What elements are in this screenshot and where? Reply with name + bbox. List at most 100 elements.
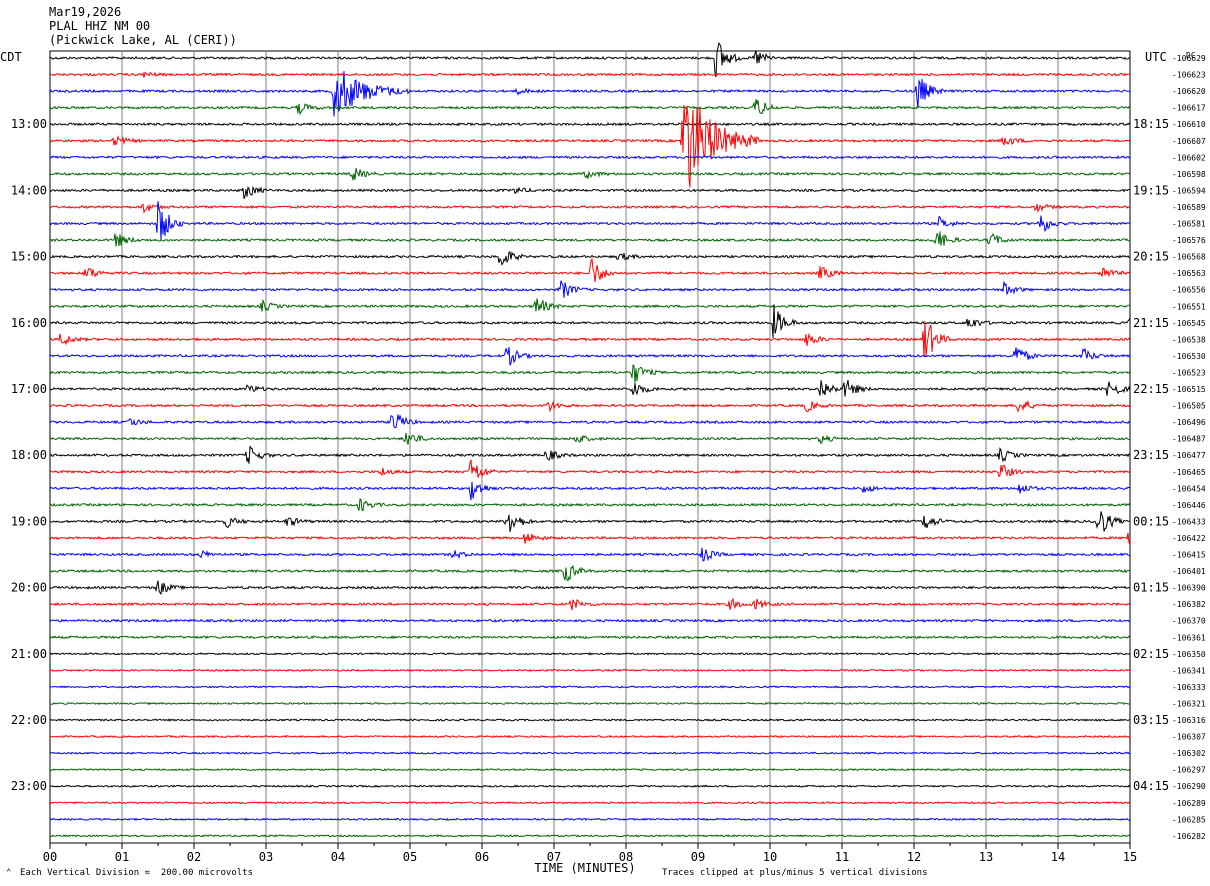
dc-offset-label: -106594 [1172, 186, 1206, 195]
station-location: (Pickwick Lake, AL (CERI)) [49, 33, 237, 47]
right-hour-label: 02:15 [1133, 647, 1169, 661]
seismic-trace [49, 399, 1131, 413]
dc-offset-label: -106620 [1172, 87, 1206, 96]
dc-offset-label: -106285 [1172, 815, 1206, 824]
right-hour-label: 23:15 [1133, 448, 1169, 462]
left-hour-label: 22:00 [11, 713, 47, 727]
seismic-trace [49, 685, 1131, 689]
seismic-trace [49, 432, 1131, 445]
dc-label: DC [1186, 51, 1196, 60]
dc-offset-label: -106390 [1172, 584, 1206, 593]
left-hour-label: 20:00 [11, 581, 47, 595]
seismic-trace [49, 251, 1131, 266]
left-hour-label: 14:00 [11, 183, 47, 197]
seismic-trace [49, 321, 1131, 358]
seismic-trace [49, 768, 1131, 772]
dc-offset-label: -106505 [1172, 402, 1206, 411]
seismic-trace [49, 155, 1131, 160]
seismic-trace [49, 304, 1131, 338]
right-axis-title: UTC [1145, 50, 1167, 64]
dc-offset-label: -106545 [1172, 319, 1206, 328]
dc-offset-label: -106515 [1172, 385, 1206, 394]
dc-offset-label: -106477 [1172, 451, 1206, 460]
right-hour-label: 00:15 [1133, 514, 1169, 528]
seismic-trace [49, 618, 1131, 623]
x-tick-label: 07 [547, 850, 561, 864]
seismic-trace [49, 834, 1131, 838]
dc-offset-label: -106487 [1172, 435, 1206, 444]
dc-offset-label: -106551 [1172, 302, 1206, 311]
dc-offset-label: -106623 [1172, 71, 1206, 80]
x-axis-title: TIME (MINUTES) [534, 861, 635, 875]
dc-offset-label: -106316 [1172, 716, 1206, 725]
left-hour-label: 13:00 [11, 117, 47, 131]
x-tick-label: 03 [259, 850, 273, 864]
dc-offset-label: -106321 [1172, 699, 1206, 708]
seismic-trace [49, 597, 1131, 611]
x-tick-label: 14 [1051, 850, 1065, 864]
seismic-trace [49, 121, 1131, 127]
plot-date: Mar19,2026 [49, 5, 122, 19]
left-hour-label: 18:00 [11, 448, 47, 462]
seismic-trace [49, 734, 1131, 739]
dc-offset-label: -106556 [1172, 286, 1206, 295]
seismic-trace [49, 701, 1131, 706]
x-tick-label: 09 [691, 850, 705, 864]
seismic-trace [49, 532, 1131, 544]
seismic-trace [49, 564, 1131, 582]
dc-offset-label: -106607 [1172, 137, 1206, 146]
seismic-trace [49, 817, 1131, 821]
dc-offset-label: -106446 [1172, 501, 1206, 510]
right-hour-label: 19:15 [1133, 183, 1169, 197]
seismic-trace [49, 364, 1131, 383]
seismic-trace [49, 547, 1130, 562]
left-hour-label: 19:00 [11, 514, 47, 528]
seismic-trace [49, 801, 1131, 805]
dc-offset-label: -106302 [1172, 749, 1206, 758]
right-hour-label: 22:15 [1133, 382, 1169, 396]
seismic-trace [49, 511, 1131, 532]
seismic-trace [49, 257, 1131, 282]
seismic-trace [49, 71, 1131, 78]
dc-offset-label: -106568 [1172, 253, 1206, 262]
dc-offset-label: -106465 [1172, 468, 1206, 477]
dc-offset-label: -106454 [1172, 484, 1206, 493]
dc-offset-label: -106361 [1172, 633, 1206, 642]
seismic-trace [49, 347, 1131, 366]
dc-offset-label: -106290 [1172, 782, 1206, 791]
dc-offset-label: -106382 [1172, 600, 1206, 609]
x-tick-label: 04 [331, 850, 345, 864]
x-tick-label: 02 [187, 850, 201, 864]
x-tick-label: 13 [979, 850, 993, 864]
right-hour-label: 21:15 [1133, 316, 1169, 330]
seismic-trace [49, 459, 1131, 478]
seismic-trace [49, 42, 1131, 78]
dc-offset-label: -106629 [1172, 54, 1206, 63]
dc-offset-label: -106370 [1172, 617, 1206, 626]
dc-offset-label: -106617 [1172, 104, 1206, 113]
dc-offset-label: -106289 [1172, 799, 1206, 808]
dc-offset-label: -106282 [1172, 832, 1206, 841]
dc-offset-label: -106415 [1172, 551, 1206, 560]
x-tick-label: 15 [1123, 850, 1137, 864]
seismic-trace [49, 280, 1131, 298]
seismic-trace [49, 99, 1131, 116]
dc-offset-label: -106333 [1172, 683, 1206, 692]
dc-offset-label: -106341 [1172, 666, 1206, 675]
dc-offset-label: -106307 [1172, 733, 1206, 742]
seismic-trace [49, 203, 1131, 214]
vertical-scale-note: Each Vertical Division = 200.00 microvol… [20, 868, 253, 878]
x-tick-label: 11 [835, 850, 849, 864]
left-hour-label: 16:00 [11, 316, 47, 330]
left-axis-title: CDT [0, 50, 22, 64]
seismic-trace [49, 580, 1131, 596]
x-tick-label: 10 [763, 850, 777, 864]
seismic-trace [49, 498, 1131, 512]
dc-offset-label: -106422 [1172, 534, 1206, 543]
seismic-trace [49, 167, 1131, 181]
dc-offset-label: -106581 [1172, 220, 1206, 229]
right-hour-label: 03:15 [1133, 713, 1169, 727]
dc-offset-label: -106598 [1172, 170, 1206, 179]
dc-offset-label: -106602 [1172, 153, 1206, 162]
